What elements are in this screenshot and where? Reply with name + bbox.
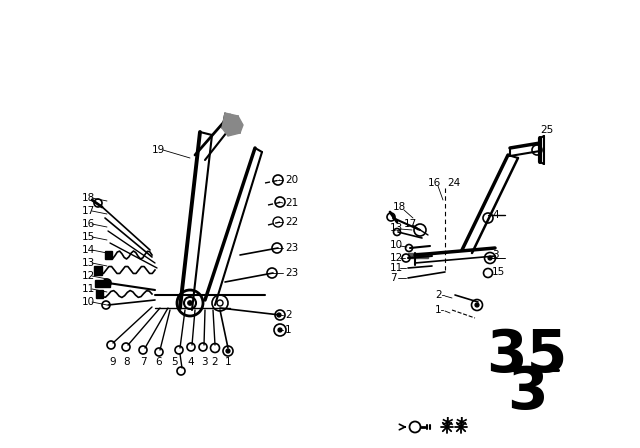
Text: 3: 3 bbox=[201, 357, 207, 367]
Text: 3: 3 bbox=[507, 363, 547, 421]
Text: 10: 10 bbox=[390, 240, 403, 250]
Text: 7: 7 bbox=[140, 357, 147, 367]
Text: 11: 11 bbox=[390, 263, 403, 273]
Text: 1: 1 bbox=[225, 357, 231, 367]
Text: 14: 14 bbox=[82, 245, 95, 255]
Text: 23: 23 bbox=[285, 243, 298, 253]
Circle shape bbox=[277, 313, 281, 317]
Text: 1-: 1- bbox=[435, 305, 445, 315]
Text: 22: 22 bbox=[285, 217, 298, 227]
Text: 2: 2 bbox=[212, 357, 218, 367]
Text: 20: 20 bbox=[285, 175, 298, 185]
Polygon shape bbox=[408, 253, 428, 258]
Text: 25: 25 bbox=[540, 125, 553, 135]
Text: 13: 13 bbox=[390, 223, 403, 233]
Text: 7: 7 bbox=[390, 273, 397, 283]
Text: 5: 5 bbox=[171, 357, 177, 367]
Circle shape bbox=[278, 328, 282, 332]
Text: 18: 18 bbox=[82, 193, 95, 203]
Text: *: * bbox=[441, 417, 453, 437]
Polygon shape bbox=[105, 251, 112, 259]
Text: 4: 4 bbox=[188, 357, 195, 367]
Text: 2: 2 bbox=[285, 310, 292, 320]
Polygon shape bbox=[94, 266, 102, 275]
Text: 35: 35 bbox=[486, 327, 568, 383]
Polygon shape bbox=[96, 290, 103, 298]
Circle shape bbox=[226, 349, 230, 353]
Text: 17: 17 bbox=[404, 219, 417, 229]
Polygon shape bbox=[222, 113, 243, 136]
Circle shape bbox=[488, 256, 492, 260]
Text: 9: 9 bbox=[109, 357, 116, 367]
Text: 18: 18 bbox=[393, 202, 406, 212]
Text: 12: 12 bbox=[390, 253, 403, 263]
Circle shape bbox=[188, 301, 193, 306]
Text: 10: 10 bbox=[82, 297, 95, 307]
Text: 13: 13 bbox=[82, 258, 95, 268]
Text: 19: 19 bbox=[152, 145, 165, 155]
Text: 24: 24 bbox=[447, 178, 460, 188]
Polygon shape bbox=[95, 280, 110, 287]
Text: 3: 3 bbox=[492, 250, 499, 260]
Text: 6: 6 bbox=[156, 357, 163, 367]
Text: 4: 4 bbox=[492, 210, 499, 220]
Text: 12: 12 bbox=[82, 271, 95, 281]
Text: 21: 21 bbox=[285, 198, 298, 208]
Text: 17: 17 bbox=[82, 206, 95, 216]
Text: 2-: 2- bbox=[435, 290, 445, 300]
Text: 1: 1 bbox=[285, 325, 292, 335]
Text: 23: 23 bbox=[285, 268, 298, 278]
Text: 11: 11 bbox=[82, 284, 95, 294]
Text: *: * bbox=[455, 417, 467, 437]
Text: 16: 16 bbox=[82, 219, 95, 229]
Text: 16: 16 bbox=[428, 178, 441, 188]
Text: 15: 15 bbox=[492, 267, 505, 277]
Text: 15: 15 bbox=[82, 232, 95, 242]
Circle shape bbox=[475, 303, 479, 307]
Text: 8: 8 bbox=[124, 357, 131, 367]
